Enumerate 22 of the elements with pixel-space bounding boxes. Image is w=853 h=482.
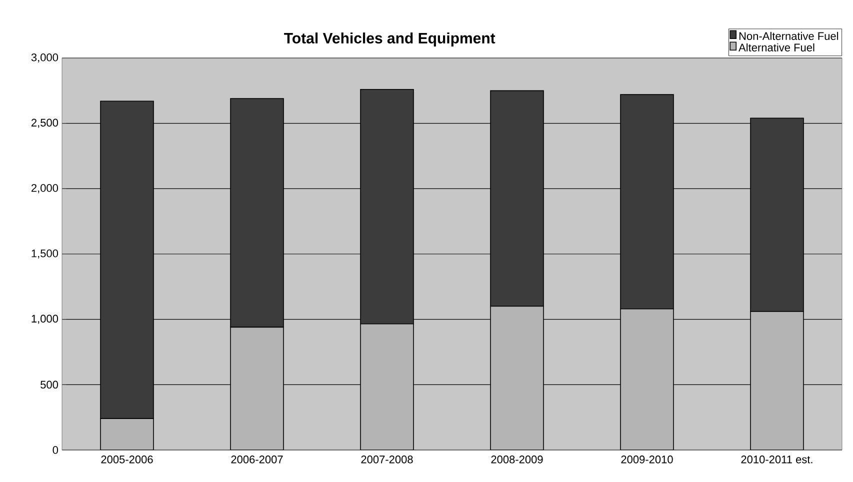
chart-title: Total Vehicles and Equipment <box>284 32 496 46</box>
bar <box>100 418 154 450</box>
y-tick-label: 0 <box>52 446 58 454</box>
y-tick-label: 1,000 <box>32 314 58 324</box>
y-tick-label: 2,000 <box>31 184 58 194</box>
x-tick-label: 2005-2006 <box>101 456 153 464</box>
y-tick-label: 3,000 <box>31 53 58 63</box>
y-tick-label: 2,500 <box>31 118 58 128</box>
legend-label: Alternative Fuel <box>738 43 814 52</box>
bar <box>750 311 804 450</box>
bar <box>620 308 674 450</box>
y-tick-label: 500 <box>40 380 58 389</box>
x-tick-label: 2010-2011 est. <box>741 456 812 464</box>
x-tick-label: 2009-2010 <box>621 456 673 464</box>
bar <box>230 326 284 450</box>
bar <box>490 306 544 450</box>
x-tick-label: 2008-2009 <box>491 456 543 464</box>
legend-label: Non-Alternative Fuel <box>739 32 838 40</box>
x-tick-label: 2007-2008 <box>361 456 413 464</box>
x-tick-label: 2006-2007 <box>231 456 283 464</box>
bar <box>360 324 414 450</box>
y-tick-label: 1,500 <box>32 249 58 259</box>
